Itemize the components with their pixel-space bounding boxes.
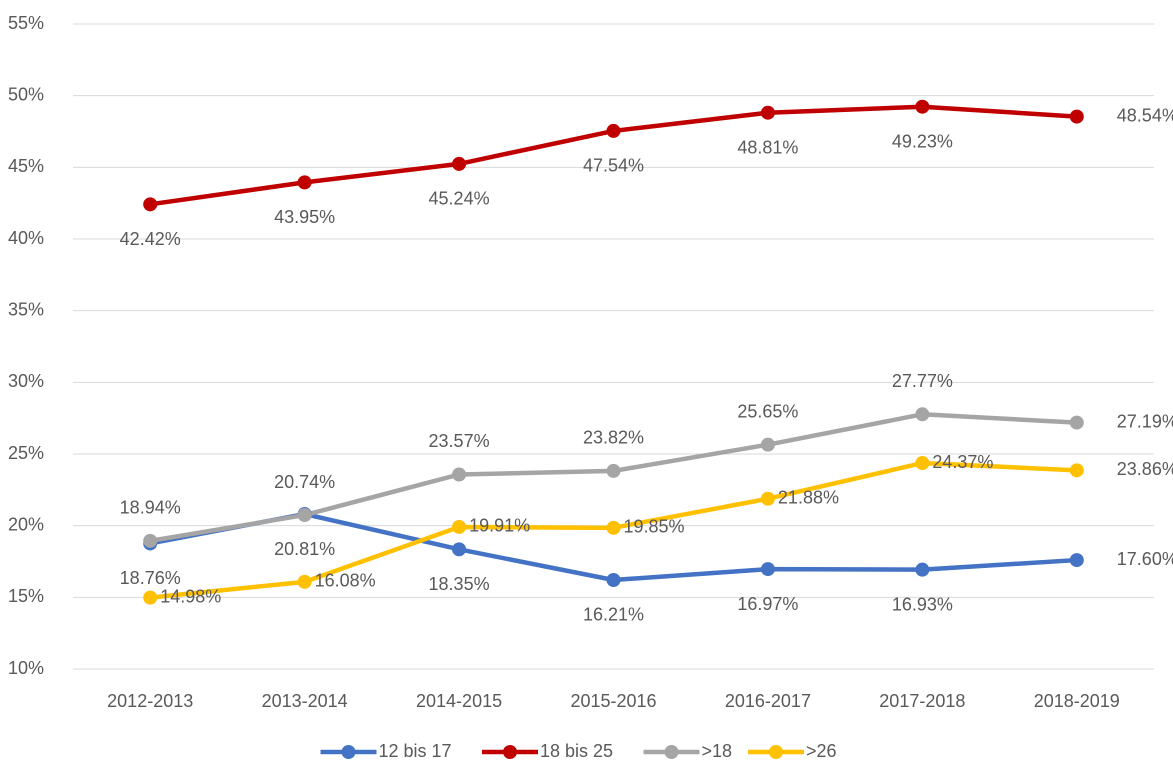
data-point [297, 175, 312, 190]
data-point [915, 407, 930, 422]
data-point [606, 572, 621, 587]
data-label: 14.98% [160, 586, 221, 606]
x-tick-label: 2018-2019 [1034, 691, 1120, 711]
x-tick-label: 2014-2015 [416, 691, 502, 711]
data-point [915, 562, 930, 577]
data-label: 18.35% [429, 574, 490, 594]
data-point [452, 467, 467, 482]
data-label: 23.86% [1117, 459, 1173, 479]
legend-label: 12 bis 17 [379, 741, 452, 760]
x-tick-label: 2017-2018 [879, 691, 965, 711]
legend-label: >18 [702, 741, 733, 760]
data-label: 16.93% [892, 594, 953, 614]
data-label: 21.88% [778, 487, 839, 507]
data-label: 19.85% [624, 517, 685, 537]
data-label: 25.65% [737, 401, 798, 421]
x-tick-label: 2015-2016 [570, 691, 656, 711]
y-tick-label: 15% [8, 586, 44, 606]
data-label: 16.97% [737, 594, 798, 614]
data-point [1069, 109, 1084, 124]
data-point [606, 463, 621, 478]
data-label: 48.54% [1117, 105, 1173, 125]
data-label: 18.94% [120, 498, 181, 518]
data-point [452, 156, 467, 171]
data-label: 47.54% [583, 156, 644, 176]
y-tick-label: 55% [8, 13, 44, 33]
y-tick-label: 45% [8, 156, 44, 176]
data-point [760, 491, 775, 506]
data-label: 27.77% [892, 371, 953, 391]
data-label: 16.08% [315, 571, 376, 591]
data-point [760, 562, 775, 577]
data-label: 18.76% [120, 568, 181, 588]
data-label: 27.19% [1117, 411, 1173, 431]
y-tick-label: 40% [8, 228, 44, 248]
data-point [143, 197, 158, 212]
data-point [606, 123, 621, 138]
data-point [1069, 463, 1084, 478]
data-label: 24.37% [932, 452, 993, 472]
y-tick-label: 10% [8, 658, 44, 678]
x-tick-label: 2012-2013 [107, 691, 193, 711]
data-point [143, 590, 158, 605]
data-label: 20.81% [274, 539, 335, 559]
data-label: 23.57% [429, 431, 490, 451]
data-point [452, 519, 467, 534]
data-point [915, 456, 930, 471]
legend-label: >26 [806, 741, 837, 760]
legend-label: 18 bis 25 [540, 741, 613, 760]
data-label: 17.60% [1117, 549, 1173, 569]
y-tick-label: 30% [8, 371, 44, 391]
y-tick-label: 35% [8, 299, 44, 319]
legend-marker [769, 745, 783, 759]
data-label: 20.74% [274, 472, 335, 492]
legend-marker [341, 745, 356, 759]
data-point [760, 105, 775, 120]
data-label: 42.42% [120, 229, 181, 249]
legend-marker [503, 745, 517, 759]
data-point [915, 99, 930, 114]
x-tick-label: 2013-2014 [262, 691, 348, 711]
y-tick-label: 50% [8, 84, 44, 104]
data-point [1069, 553, 1084, 568]
data-label: 48.81% [737, 137, 798, 157]
data-label: 45.24% [429, 189, 490, 209]
data-label: 43.95% [274, 207, 335, 227]
y-tick-label: 20% [8, 514, 44, 534]
data-point [297, 574, 312, 589]
x-tick-label: 2016-2017 [725, 691, 811, 711]
data-label: 49.23% [892, 131, 953, 151]
data-point [606, 520, 621, 535]
data-point [452, 542, 467, 557]
data-point [760, 437, 775, 452]
data-point [297, 508, 312, 523]
y-tick-label: 25% [8, 443, 44, 463]
legend-marker [664, 745, 679, 759]
data-label: 19.91% [469, 516, 530, 536]
data-point [1069, 415, 1084, 430]
data-point [143, 533, 158, 548]
data-label: 16.21% [583, 605, 644, 625]
data-label: 23.82% [583, 428, 644, 448]
